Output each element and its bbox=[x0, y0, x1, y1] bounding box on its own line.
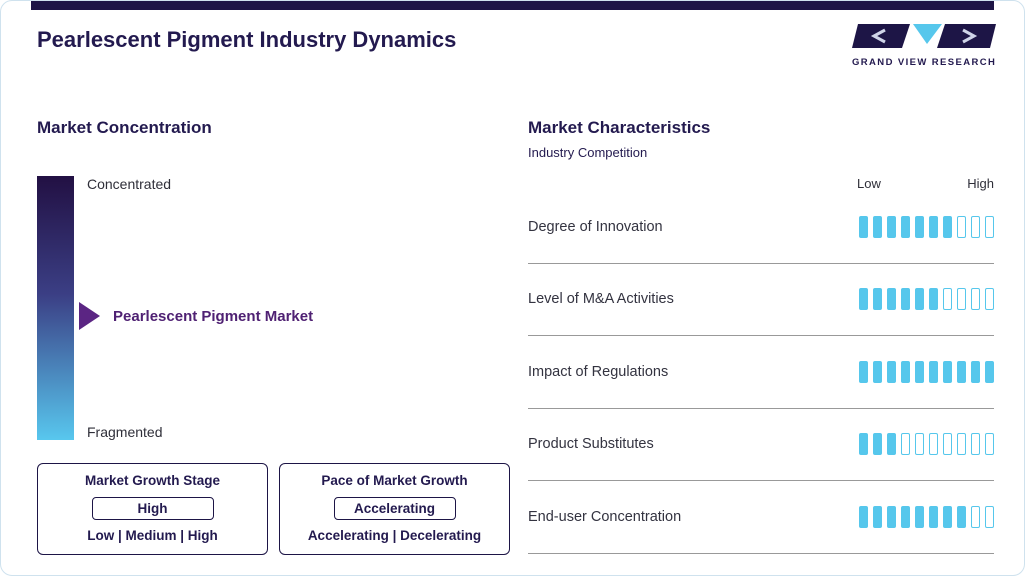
rating-scale-header: Low High bbox=[528, 176, 994, 191]
rating-segment-filled bbox=[943, 360, 952, 383]
gvr-logo-mark bbox=[852, 24, 996, 48]
rating-segment-filled bbox=[985, 360, 994, 383]
rating-segment-filled bbox=[859, 433, 868, 456]
market-position-marker: Pearlescent Pigment Market bbox=[79, 302, 313, 330]
characteristics-rows: Degree of Innovation Level of M&A Activit… bbox=[528, 191, 994, 554]
rating-segment-filled bbox=[915, 215, 924, 238]
summary-boxes: Market Growth Stage High Low | Medium | … bbox=[37, 463, 510, 555]
rating-segment-filled bbox=[873, 288, 882, 311]
concentration-gradient-bar bbox=[37, 176, 74, 440]
rating-segment-empty bbox=[901, 433, 910, 456]
gvr-logo: GRAND VIEW RESEARCH bbox=[852, 23, 996, 68]
characteristic-label: Product Substitutes bbox=[528, 436, 654, 453]
rating-segment-filled bbox=[887, 360, 896, 383]
rating-segment-filled bbox=[915, 505, 924, 528]
characteristic-row: Degree of Innovation bbox=[528, 191, 994, 264]
marker-arrow-icon bbox=[79, 302, 100, 330]
rating-segment-filled bbox=[873, 215, 882, 238]
rating-segment-empty bbox=[985, 433, 994, 456]
characteristic-label: Degree of Innovation bbox=[528, 218, 663, 235]
rating-segment-filled bbox=[929, 505, 938, 528]
rating-segment-filled bbox=[887, 505, 896, 528]
rating-segment-filled bbox=[929, 360, 938, 383]
rating-segment-filled bbox=[873, 505, 882, 528]
growth-stage-options: Low | Medium | High bbox=[87, 528, 218, 543]
rating-segment-empty bbox=[957, 433, 966, 456]
rating-segment-filled bbox=[915, 360, 924, 383]
growth-stage-title: Market Growth Stage bbox=[84, 473, 221, 488]
rating-segment-filled bbox=[901, 288, 910, 311]
rating-segment-filled bbox=[943, 215, 952, 238]
growth-stage-value: High bbox=[91, 496, 214, 520]
rating-bar bbox=[859, 288, 994, 311]
characteristic-row: Product Substitutes bbox=[528, 409, 994, 481]
rating-segment-empty bbox=[915, 433, 924, 456]
rating-bar bbox=[859, 505, 994, 528]
rating-segment-filled bbox=[901, 215, 910, 238]
rating-segment-filled bbox=[859, 215, 868, 238]
rating-segment-filled bbox=[915, 288, 924, 311]
rating-segment-empty bbox=[971, 215, 980, 238]
rating-segment-filled bbox=[887, 433, 896, 456]
market-marker-label: Pearlescent Pigment Market bbox=[113, 307, 314, 325]
characteristic-row: End-user Concentration bbox=[528, 481, 994, 554]
scale-low-label: Low bbox=[857, 176, 881, 191]
rating-segment-filled bbox=[873, 360, 882, 383]
rating-segment-filled bbox=[887, 215, 896, 238]
fragmented-label: Fragmented bbox=[87, 424, 163, 440]
characteristic-row: Level of M&A Activities bbox=[528, 264, 994, 336]
gvr-logo-text: GRAND VIEW RESEARCH bbox=[852, 57, 997, 68]
rating-segment-empty bbox=[943, 288, 952, 311]
scale-high-label: High bbox=[967, 176, 994, 191]
concentrated-label: Concentrated bbox=[87, 176, 172, 192]
market-concentration-heading: Market Concentration bbox=[37, 118, 212, 137]
rating-segment-filled bbox=[873, 433, 882, 456]
rating-segment-empty bbox=[943, 433, 952, 456]
rating-bar bbox=[859, 360, 994, 383]
rating-segment-filled bbox=[859, 360, 868, 383]
rating-segment-empty bbox=[985, 215, 994, 238]
rating-segment-empty bbox=[985, 505, 994, 528]
top-accent-strip bbox=[31, 1, 994, 10]
rating-segment-empty bbox=[971, 505, 980, 528]
rating-segment-filled bbox=[901, 360, 910, 383]
rating-segment-empty bbox=[971, 288, 980, 311]
market-characteristics-section: Market Characteristics Industry Competit… bbox=[528, 118, 994, 554]
characteristic-label: Impact of Regulations bbox=[528, 363, 669, 380]
rating-segment-filled bbox=[957, 505, 966, 528]
rating-segment-filled bbox=[901, 505, 910, 528]
rating-segment-filled bbox=[971, 360, 980, 383]
industry-competition-subheading: Industry Competition bbox=[528, 145, 648, 160]
rating-bar bbox=[859, 215, 994, 238]
rating-bar bbox=[859, 433, 994, 456]
growth-pace-value: Accelerating bbox=[333, 496, 456, 520]
rating-segment-empty bbox=[985, 288, 994, 311]
market-characteristics-heading: Market Characteristics bbox=[528, 118, 711, 137]
characteristic-row: Impact of Regulations bbox=[528, 336, 994, 409]
growth-stage-box: Market Growth Stage High Low | Medium | … bbox=[37, 463, 268, 555]
growth-pace-title: Pace of Market Growth bbox=[321, 473, 468, 488]
rating-segment-filled bbox=[929, 215, 938, 238]
page-title: Pearlescent Pigment Industry Dynamics bbox=[37, 27, 457, 52]
growth-pace-box: Pace of Market Growth Accelerating Accel… bbox=[279, 463, 510, 555]
rating-segment-filled bbox=[957, 360, 966, 383]
characteristic-label: Level of M&A Activities bbox=[528, 291, 674, 308]
growth-pace-options: Accelerating | Decelerating bbox=[307, 528, 482, 543]
rating-segment-empty bbox=[957, 288, 966, 311]
rating-segment-filled bbox=[943, 505, 952, 528]
rating-segment-filled bbox=[859, 505, 868, 528]
rating-segment-filled bbox=[887, 288, 896, 311]
rating-segment-filled bbox=[929, 288, 938, 311]
rating-segment-empty bbox=[929, 433, 938, 456]
rating-segment-filled bbox=[859, 288, 868, 311]
rating-segment-empty bbox=[971, 433, 980, 456]
rating-segment-empty bbox=[957, 215, 966, 238]
characteristic-label: End-user Concentration bbox=[528, 508, 682, 525]
